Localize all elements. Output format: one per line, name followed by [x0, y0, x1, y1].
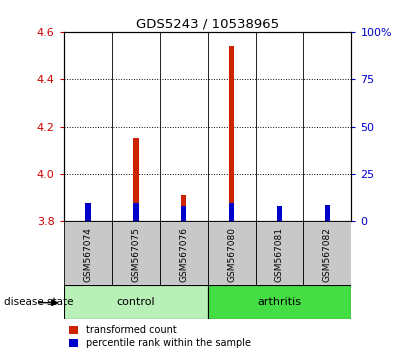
Bar	[133, 204, 139, 221]
Text: GSM567080: GSM567080	[227, 227, 236, 282]
Bar	[64, 221, 112, 285]
Bar	[181, 195, 187, 221]
Text: arthritis: arthritis	[257, 297, 302, 307]
Bar	[181, 206, 187, 221]
Bar	[208, 221, 256, 285]
Legend: transformed count, percentile rank within the sample: transformed count, percentile rank withi…	[69, 325, 251, 348]
Bar	[133, 138, 139, 221]
Bar	[325, 205, 330, 221]
Text: GSM567075: GSM567075	[131, 227, 140, 282]
Text: GSM567076: GSM567076	[179, 227, 188, 282]
Bar	[64, 285, 208, 319]
Title: GDS5243 / 10538965: GDS5243 / 10538965	[136, 18, 279, 31]
Bar	[303, 221, 351, 285]
Text: GSM567081: GSM567081	[275, 227, 284, 282]
Text: GSM567082: GSM567082	[323, 227, 332, 282]
Bar	[277, 206, 282, 221]
Text: control: control	[116, 297, 155, 307]
Bar	[229, 46, 234, 221]
Bar	[277, 212, 282, 221]
Text: GSM567074: GSM567074	[83, 227, 92, 282]
Bar	[229, 204, 234, 221]
Bar	[208, 285, 351, 319]
Text: disease state: disease state	[4, 297, 74, 307]
Bar	[85, 212, 90, 221]
Bar	[112, 221, 159, 285]
Bar	[325, 210, 330, 221]
Bar	[85, 204, 90, 221]
Bar	[159, 221, 208, 285]
Bar	[256, 221, 303, 285]
